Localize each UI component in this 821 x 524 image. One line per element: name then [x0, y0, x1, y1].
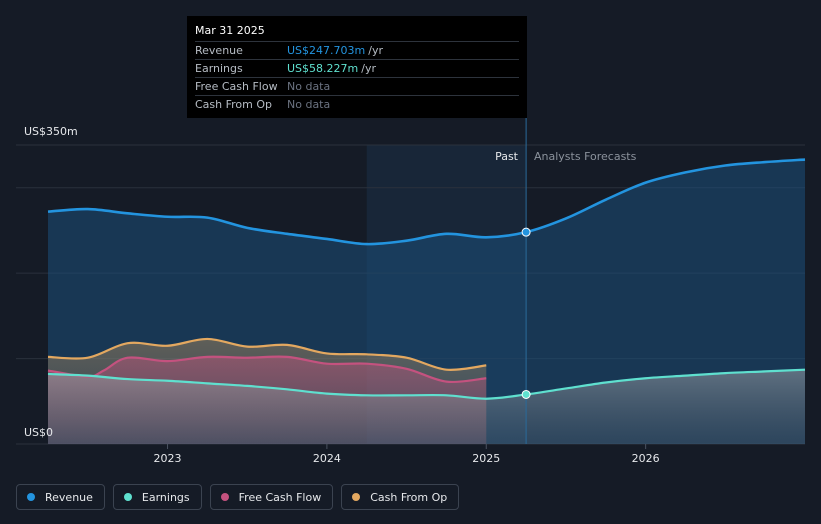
x-tick-label: 2024 — [313, 452, 341, 465]
tooltip-label: Revenue — [195, 44, 243, 57]
legend-dot-icon — [220, 493, 229, 501]
legend-dot-icon — [352, 493, 361, 501]
tooltip-value: No data — [287, 80, 331, 93]
tooltip-row: Cash From Op No data — [195, 95, 519, 113]
revenue-marker — [521, 227, 531, 237]
legend-item-revenue[interactable]: Revenue — [16, 484, 105, 510]
y-label-bottom: US$0 — [24, 426, 53, 439]
tooltip-unit: /yr — [361, 62, 376, 75]
tooltip-value: US$58.227m — [287, 62, 359, 75]
legend-label: Revenue — [45, 490, 93, 504]
tooltip-unit: /yr — [368, 44, 383, 57]
free-cash-flow-line — [47, 355, 487, 384]
legend-item-cash-from-op[interactable]: Cash From Op — [341, 484, 460, 510]
x-tick-label: 2023 — [154, 452, 182, 465]
y-label-top: US$350m — [24, 125, 78, 138]
tooltip-row: Earnings US$58.227m/yr — [195, 59, 519, 77]
legend-dot-icon — [123, 493, 132, 501]
forecast-label: Analysts Forecasts — [534, 150, 637, 163]
x-tick-label: 2025 — [472, 452, 500, 465]
tooltip-row: Free Cash Flow No data — [195, 77, 519, 95]
tooltip-value: US$247.703m — [287, 44, 366, 57]
tooltip-label: Earnings — [195, 62, 243, 75]
earnings-line — [47, 368, 806, 400]
revenue-line — [47, 158, 806, 246]
legend-label: Free Cash Flow — [238, 490, 322, 504]
tooltip-label: Cash From Op — [195, 98, 273, 111]
tooltip-row: Revenue US$247.703m/yr — [195, 41, 519, 59]
tooltip: Mar 31 2025 Revenue US$247.703m/yr Earning… — [187, 16, 527, 118]
legend-item-earnings[interactable]: Earnings — [112, 484, 202, 510]
earnings-marker — [521, 389, 531, 399]
x-tick-label: 2026 — [632, 452, 660, 465]
tooltip-date: Mar 31 2025 — [195, 24, 265, 37]
legend-dot-icon — [27, 493, 35, 501]
cash-from-op-line — [47, 337, 487, 371]
legend: Revenue Earnings Free Cash Flow Cash From O… — [16, 484, 467, 510]
earnings-area — [48, 369, 805, 444]
tooltip-label: Free Cash Flow — [195, 80, 278, 93]
legend-item-free-cash-flow[interactable]: Free Cash Flow — [209, 484, 334, 510]
legend-label: Earnings — [141, 490, 190, 504]
past-label: Past — [495, 150, 519, 163]
tooltip-value: No data — [287, 98, 331, 111]
legend-label: Cash From Op — [370, 490, 448, 504]
